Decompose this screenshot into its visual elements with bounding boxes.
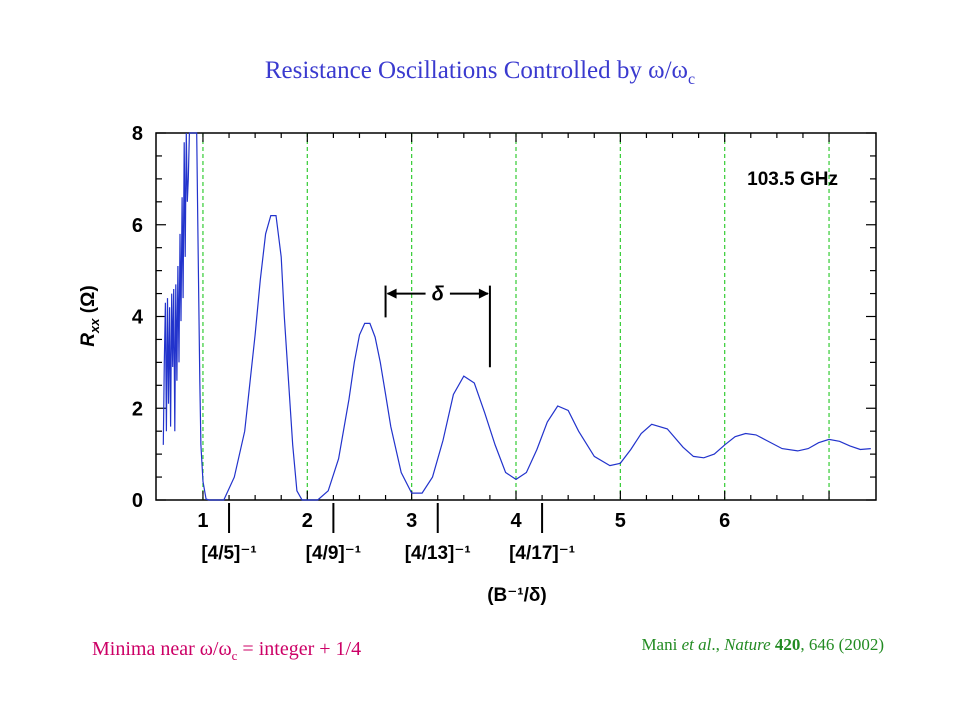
fraction-label: [4/17]⁻¹ — [509, 543, 575, 564]
title-subscript: c — [688, 71, 695, 88]
rxx-curve — [162, 132, 871, 501]
y-axis-label-main: R — [78, 333, 99, 347]
y-tick-label: 2 — [132, 398, 143, 420]
x-tick-labels: 1 2 3 4 5 6 — [197, 510, 730, 532]
fraction-label: [4/13]⁻¹ — [405, 543, 471, 564]
caption-subscript: c — [232, 648, 238, 663]
y-tick-label: 6 — [132, 215, 143, 237]
slide-title: Resistance Oscillations Controlled by ω/… — [265, 57, 695, 88]
minima-caption: Minima near ω/ωc = integer + 1/4 — [92, 638, 361, 663]
x-tick-label: 4 — [510, 510, 522, 532]
title-prefix: Resistance Oscillations Controlled by — [265, 57, 648, 84]
y-axis-label: Rxx (Ω) — [78, 285, 102, 346]
delta-arrow-right-head — [478, 288, 489, 299]
grid-lines — [202, 133, 830, 500]
title-omega: ω/ω — [648, 57, 688, 84]
x-tick-label: 3 — [406, 510, 417, 532]
delta-arrow-left-head — [386, 288, 397, 299]
x-tick-label: 1 — [197, 510, 208, 532]
y-tick-label: 0 — [132, 490, 143, 512]
caption-prefix: Minima near — [92, 638, 200, 660]
caption-omega: ω/ω — [200, 638, 232, 660]
fraction-label: [4/9]⁻¹ — [306, 543, 361, 564]
x-tick-label: 6 — [719, 510, 730, 532]
x-tick-label: 5 — [615, 510, 626, 532]
y-axis-label-sub: xx — [87, 318, 102, 334]
x-axis-label: (B⁻¹/δ) — [487, 585, 547, 606]
delta-annotation: δ — [384, 284, 491, 368]
y-tick-labels: 0 2 4 6 8 — [132, 123, 144, 512]
citation-rest: , 646 (2002) — [800, 635, 884, 654]
y-tick-label: 4 — [132, 307, 144, 329]
citation-journal: Nature — [723, 635, 771, 654]
citation-etal: et al — [682, 635, 712, 654]
caption-suffix: = integer + 1/4 — [237, 638, 361, 660]
frequency-label: 103.5 GHz — [747, 169, 838, 190]
fraction-labels: [4/5]⁻¹ [4/9]⁻¹ [4/13]⁻¹ [4/17]⁻¹ — [201, 503, 575, 564]
citation-author: Mani — [641, 635, 681, 654]
y-tick-label: 8 — [132, 123, 143, 145]
fraction-label: [4/5]⁻¹ — [201, 543, 256, 564]
delta-label: δ — [432, 284, 445, 306]
citation: Mani et al., Nature 420, 646 (2002) — [641, 635, 884, 654]
y-axis-label-unit: (Ω) — [78, 285, 99, 318]
citation-sep: ., — [711, 635, 724, 654]
x-tick-label: 2 — [302, 510, 313, 532]
citation-volume: 420 — [775, 635, 801, 654]
